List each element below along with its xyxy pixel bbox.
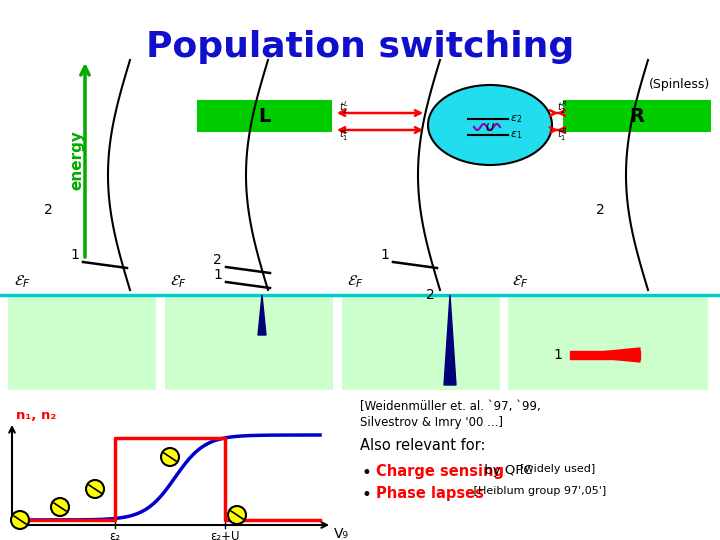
Text: n₁, n₂: n₁, n₂ — [16, 409, 56, 422]
Text: V₉: V₉ — [334, 527, 349, 540]
Text: Charge sensing: Charge sensing — [376, 464, 504, 479]
Text: $\varepsilon_2$: $\varepsilon_2$ — [510, 113, 522, 125]
Bar — [197, 100, 332, 132]
Bar — [8, 295, 156, 390]
Text: Population switching: Population switching — [146, 30, 574, 64]
Polygon shape — [570, 348, 640, 362]
Ellipse shape — [428, 85, 552, 165]
Text: ε₂: ε₂ — [109, 530, 120, 540]
Circle shape — [161, 448, 179, 466]
Text: R: R — [629, 106, 644, 125]
Polygon shape — [570, 351, 640, 359]
Text: $t_1^L$: $t_1^L$ — [339, 126, 349, 143]
Text: $t_2^R$: $t_2^R$ — [557, 99, 567, 116]
Text: $t_1^R$: $t_1^R$ — [557, 126, 567, 143]
Text: 2: 2 — [595, 203, 604, 217]
Text: by QPC: by QPC — [480, 464, 537, 477]
Polygon shape — [258, 295, 266, 335]
Text: 1: 1 — [213, 268, 222, 282]
Circle shape — [11, 511, 29, 529]
Text: 2: 2 — [213, 253, 222, 267]
Polygon shape — [444, 295, 456, 385]
Text: [widely used]: [widely used] — [520, 464, 595, 474]
Text: 2: 2 — [426, 288, 434, 302]
Text: 1: 1 — [380, 248, 389, 262]
Text: Also relevant for:: Also relevant for: — [360, 438, 485, 453]
Bar — [342, 295, 500, 390]
Text: $U$: $U$ — [485, 121, 495, 133]
Text: ε₂+U: ε₂+U — [210, 530, 240, 540]
Text: Phase lapses: Phase lapses — [376, 486, 484, 501]
Text: $\mathcal{E}_F$: $\mathcal{E}_F$ — [14, 273, 31, 290]
Bar — [563, 100, 711, 132]
Text: $\varepsilon_1$: $\varepsilon_1$ — [510, 129, 522, 141]
Text: Silvestrov & Imry '00 ...]: Silvestrov & Imry '00 ...] — [360, 416, 503, 429]
Text: (Spinless): (Spinless) — [649, 78, 710, 91]
Circle shape — [51, 498, 69, 516]
Text: $t_2^L$: $t_2^L$ — [339, 99, 349, 116]
Bar — [508, 295, 708, 390]
Bar — [165, 295, 333, 390]
Text: [Weidenmüller et. al. `97, `99,: [Weidenmüller et. al. `97, `99, — [360, 400, 541, 413]
Text: $\mathcal{E}_F$: $\mathcal{E}_F$ — [347, 273, 364, 290]
Text: 1: 1 — [553, 348, 562, 362]
Text: •: • — [362, 464, 372, 482]
Text: •: • — [362, 486, 372, 504]
Text: 2: 2 — [44, 203, 53, 217]
Text: energy: energy — [70, 130, 84, 190]
Text: $\mathcal{E}_F$: $\mathcal{E}_F$ — [512, 273, 528, 290]
Text: 1: 1 — [70, 248, 79, 262]
Circle shape — [86, 480, 104, 498]
Text: $\mathcal{E}_F$: $\mathcal{E}_F$ — [170, 273, 186, 290]
Circle shape — [228, 506, 246, 524]
Text: L: L — [258, 106, 271, 125]
Text: [Heiblum group 97',05']: [Heiblum group 97',05'] — [470, 486, 606, 496]
